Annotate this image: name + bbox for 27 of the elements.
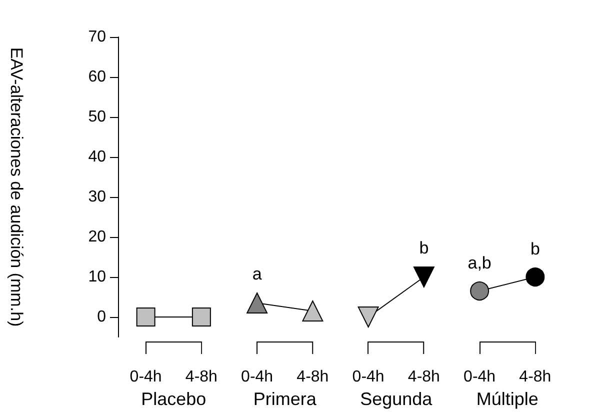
y-tick-label: 60 [88,68,106,86]
x-tick-label: 4-8h [185,368,218,386]
y-tick-label: 70 [88,28,106,46]
text: Segunda [360,389,432,409]
point [136,308,156,326]
point [192,308,211,326]
x-tick-label: 0-4h [241,368,274,386]
x-tick-label: 0-4h [130,368,162,386]
text: Primera [253,389,316,409]
y-tick-label: 20 [88,228,106,246]
y-tick-label: 0 [97,308,106,326]
data-label: a,b [468,254,492,272]
y-tick-label: 10 [88,268,106,286]
text: Múltiple [476,389,538,409]
y-tick-label: 40 [88,148,106,166]
y-axis-title: EAV-alteraciones de audición (mm.h) [7,47,26,327]
x-tick-label: 0-4h [464,368,496,386]
y-tick-label: 30 [88,188,106,206]
x-tick-label: 4-8h [519,368,552,386]
x-tick-label: 4-8h [408,368,440,386]
data-label: b [419,238,429,258]
data-label: a [252,264,262,284]
data-label: b [530,240,540,258]
y-tick-label: 50 [88,108,106,126]
text: Placebo [141,389,206,409]
x-tick-label: 4-8h [296,368,329,386]
x-tick-label: 0-4h [352,368,384,386]
